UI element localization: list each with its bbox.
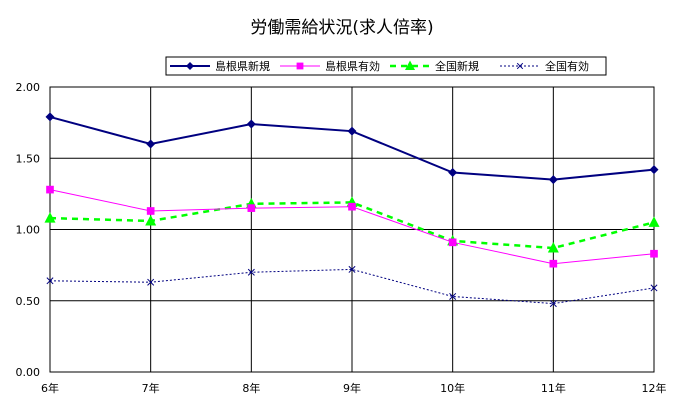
data-point — [247, 204, 256, 212]
legend-label: 全国新規 — [435, 59, 479, 73]
axis-labels: 0.00 0.50 1.00 1.50 2.00 6年 7年 8年 9年 10年 11年 12年 — [16, 81, 667, 395]
y-tick-label: 1.50 — [16, 152, 41, 165]
data-point — [549, 300, 557, 308]
x-stroke — [549, 300, 557, 308]
legend-entry: 全国新規 — [390, 59, 479, 73]
y-tick-label: 1.00 — [16, 224, 41, 237]
series-1 — [45, 112, 659, 185]
data-point — [46, 185, 54, 194]
legend: 島根県新規 島根県有効 全国新規 全国有効 — [165, 56, 607, 76]
data-point — [145, 214, 157, 226]
legend-entry: 島根県新規 — [170, 59, 270, 73]
legend-label: 全国有効 — [545, 59, 589, 73]
series-2 — [46, 185, 658, 268]
x-stroke — [46, 277, 54, 285]
data-point — [348, 265, 356, 273]
y-tick-label: 2.00 — [16, 81, 41, 94]
legend-marker — [516, 62, 524, 70]
chart-title: 労働需給状況(求人倍率) — [250, 18, 433, 38]
x-tick-label: 10年 — [440, 381, 465, 395]
y-tick-label: 0.00 — [16, 366, 41, 379]
data-point — [348, 202, 356, 211]
x-stroke — [650, 284, 658, 292]
x-tick-label: 12年 — [642, 381, 667, 395]
x-stroke — [147, 278, 155, 286]
legend-label: 島根県有効 — [325, 59, 380, 73]
x-stroke — [449, 292, 457, 300]
series-layer — [44, 112, 660, 308]
x-stroke — [348, 265, 356, 273]
y-tick-label: 0.50 — [16, 295, 41, 308]
x-stroke — [516, 62, 524, 70]
data-point — [146, 207, 155, 215]
x-tick-label: 6年 — [41, 381, 59, 395]
x-tick-label: 11年 — [541, 381, 566, 395]
x-stroke — [247, 268, 255, 276]
data-point — [649, 165, 659, 175]
legend-label: 島根県新規 — [215, 59, 270, 73]
data-point — [650, 284, 658, 292]
data-point — [44, 212, 56, 223]
data-point — [247, 268, 255, 276]
legend-marker — [405, 60, 415, 70]
data-point — [547, 242, 559, 253]
data-point — [650, 249, 658, 258]
data-point — [146, 139, 156, 149]
data-point — [648, 216, 660, 227]
data-point — [548, 175, 558, 185]
data-point — [448, 238, 457, 247]
legend-marker — [296, 62, 304, 70]
x-tick-label: 8年 — [242, 381, 260, 395]
data-point — [347, 126, 357, 136]
data-point — [46, 277, 54, 285]
series-4 — [46, 265, 658, 308]
data-point — [45, 112, 55, 122]
legend-box — [165, 56, 607, 76]
legend-entry: 全国有効 — [500, 59, 589, 73]
data-point — [147, 278, 155, 286]
x-tick-label: 7年 — [142, 381, 160, 395]
data-point — [246, 119, 256, 129]
x-tick-label: 9年 — [343, 381, 361, 395]
data-point — [448, 168, 458, 177]
legend-marker — [186, 62, 194, 70]
data-point — [449, 292, 457, 300]
data-point — [549, 259, 558, 268]
legend-entry: 島根県有効 — [280, 59, 380, 73]
